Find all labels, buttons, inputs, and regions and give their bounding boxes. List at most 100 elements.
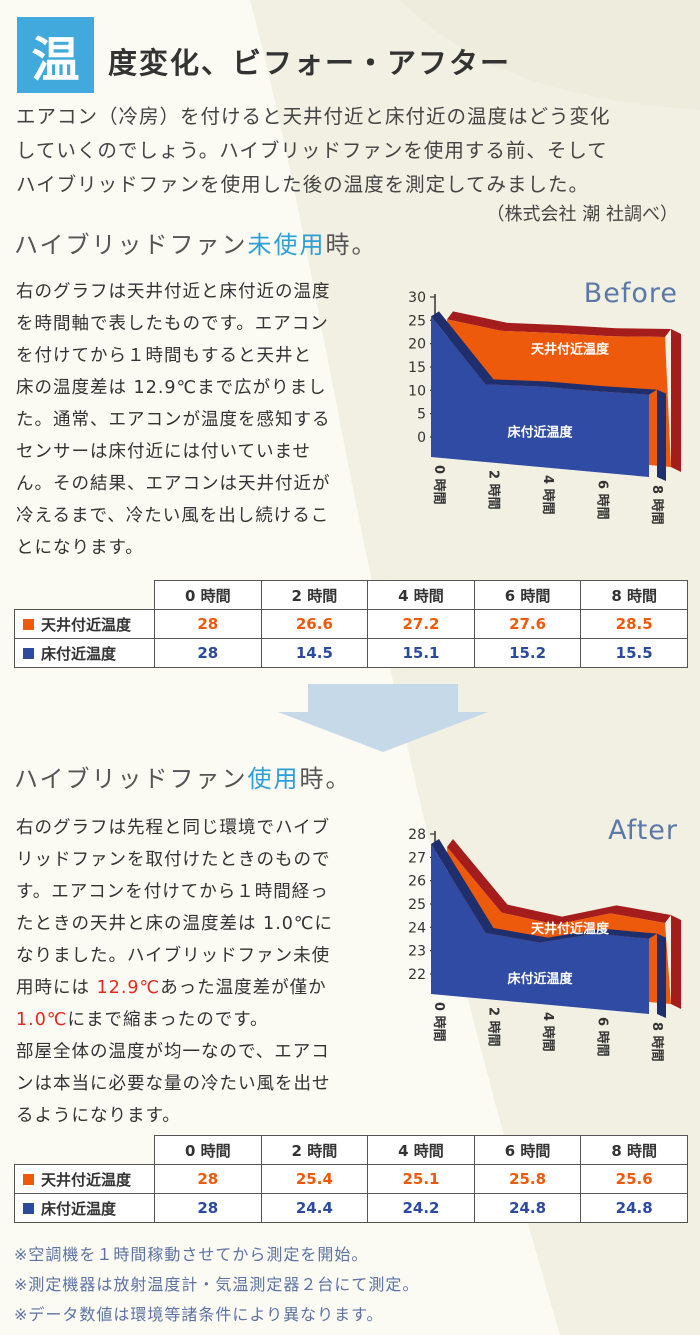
row-label-floor: 床付近温度 — [14, 1193, 155, 1223]
table-cell: 15.2 — [473, 638, 582, 668]
floor-series-end — [657, 389, 666, 481]
table-cell: 25.4 — [260, 1164, 369, 1194]
before-description: 右のグラフは天井付近と床付近の温度 を時間軸で表したものです。エアコン を付けて… — [16, 276, 376, 564]
table-header: 2 時間 — [260, 580, 369, 610]
after-chart: After 22 23 24 25 26 27 28 天井付近温度 床付近温度 0 時間 2 時間 4 … — [395, 809, 695, 1079]
intro-line: していくのでしょう。ハイブリッドファンを使用する前、そして — [16, 139, 608, 162]
table-header-row: 0 時間 2 時間 4 時間 6 時間 8 時間 — [15, 1135, 688, 1165]
table-header: 0 時間 — [154, 580, 262, 610]
x-tick-label: 8 時間 — [649, 485, 665, 525]
y-tick-label: 15 — [408, 360, 426, 376]
after-line: ンは本当に必要な量の冷たい風を出せ — [16, 1074, 331, 1094]
ceiling-series-top — [447, 839, 671, 925]
floor-series-end — [657, 933, 666, 1018]
floor-series-top — [431, 839, 657, 943]
table-header: 2 時間 — [260, 1135, 369, 1165]
before-chart: Before 0 5 10 15 20 25 30 天井付近温度 床付近温度 0 時間 2 時間 4 時… — [395, 272, 695, 542]
x-tick-label: 0 時間 — [431, 465, 447, 505]
table-header: 6 時間 — [473, 580, 582, 610]
footnote: ※測定機器は放射温度計・気温測定器２台にて測定。 — [14, 1275, 420, 1294]
before-line: 冷えるまで、冷たい風を出し続けるこ — [16, 506, 330, 526]
table-corner — [15, 1136, 155, 1165]
down-arrow-icon — [278, 684, 488, 752]
chart-title: Before — [584, 278, 678, 309]
y-tick-label: 28 — [408, 827, 426, 843]
y-tick-label: 24 — [408, 920, 426, 936]
y-tick-label: 25 — [408, 313, 426, 329]
floor-series-area — [431, 316, 649, 477]
y-tick-label: 5 — [417, 407, 426, 423]
y-tick-label: 0 — [417, 430, 426, 446]
ceiling-legend-square-icon — [23, 1173, 34, 1185]
table-cell: 28 — [154, 609, 262, 639]
after-line: たときの天井と床の温度差は 1.0℃に — [16, 914, 334, 934]
ceiling-series-end — [671, 329, 681, 472]
ceiling-series-label: 天井付近温度 — [531, 342, 610, 358]
table-cell: 24.8 — [473, 1193, 582, 1223]
row-label-ceiling: 天井付近温度 — [14, 609, 155, 639]
before-heading: ハイブリッドファン未使用時。 — [14, 225, 378, 260]
table-cell: 26.6 — [260, 609, 369, 639]
table-header: 4 時間 — [367, 1135, 475, 1165]
before-line: 右のグラフは天井付近と床付近の温度 — [16, 282, 331, 302]
after-line-text: あった温度差が僅か — [160, 978, 327, 998]
x-tick-label: 6 時間 — [595, 480, 611, 520]
ceiling-series-end — [671, 915, 681, 1009]
table-cell: 27.6 — [473, 609, 582, 639]
table-header: 6 時間 — [473, 1135, 582, 1165]
y-tick-label: 10 — [408, 383, 426, 399]
row-label-text: 天井付近温度 — [41, 615, 132, 634]
after-line-text: にまで縮まったのです。 — [67, 1010, 269, 1030]
x-tick-label: 0 時間 — [431, 1002, 447, 1042]
row-label-floor: 床付近温度 — [14, 638, 155, 668]
after-heading: ハイブリッドファン使用時。 — [14, 759, 352, 794]
after-description: 右のグラフは先程と同じ環境でハイブ リッドファンを取付けたときのもので す。エア… — [16, 812, 376, 1132]
table-cell: 25.8 — [473, 1164, 582, 1194]
footnotes: ※空調機を１時間稼動させてから測定を開始。 ※測定機器は放射温度計・気温測定器２… — [14, 1240, 419, 1330]
after-line: るようになります。 — [16, 1106, 181, 1126]
after-line: す。エアコンを付けてから１時間経っ — [16, 882, 329, 902]
survey-credit: （株式会社 潮 社調べ） — [486, 204, 678, 225]
y-tick-label: 22 — [408, 967, 426, 983]
footnote: ※空調機を１時間稼動させてから測定を開始。 — [14, 1245, 369, 1264]
after-line: なりました。ハイブリッドファン未使 — [16, 946, 331, 966]
after-line: 部屋全体の温度が均一なので、エアコ — [16, 1042, 330, 1062]
footnote: ※データ数値は環境等諸条件により異なります。 — [14, 1305, 384, 1324]
before-line: を時間軸で表したものです。エアコン — [16, 314, 329, 334]
table-cell: 14.5 — [260, 638, 369, 668]
table-cell: 15.1 — [367, 638, 475, 668]
y-tick-label: 26 — [408, 874, 426, 890]
before-heading-post: 時。 — [325, 231, 378, 259]
y-tick-label: 23 — [408, 944, 426, 960]
floor-series-label: 床付近温度 — [507, 424, 573, 440]
table-row: 床付近温度 28 24.4 24.2 24.8 24.8 — [14, 1193, 688, 1223]
chart-title: After — [608, 815, 678, 846]
table-cell: 27.2 — [367, 609, 475, 639]
before-line: ん。その結果、エアコンは天井付近が — [16, 474, 331, 494]
y-tick-label: 20 — [408, 337, 426, 353]
after-line: 右のグラフは先程と同じ環境でハイブ — [16, 818, 331, 838]
x-tick-label: 4 時間 — [540, 475, 556, 515]
after-line-text: 用時には — [16, 978, 97, 998]
table-cell: 24.4 — [260, 1193, 369, 1223]
y-tick-label: 25 — [408, 897, 426, 913]
after-heading-highlight: 使用 — [247, 765, 300, 793]
table-cell: 28 — [154, 1164, 262, 1194]
after-table: 0 時間 2 時間 4 時間 6 時間 8 時間 天井付近温度 28 25.4 … — [14, 1135, 688, 1223]
table-cell: 25.6 — [580, 1164, 688, 1194]
y-tick-label: 27 — [408, 850, 426, 866]
table-row: 天井付近温度 28 25.4 25.1 25.8 25.6 — [14, 1164, 688, 1194]
y-tick-label: 30 — [408, 290, 426, 306]
before-line: た。通常、エアコンが温度を感知する — [16, 410, 331, 430]
table-cell: 24.8 — [580, 1193, 688, 1223]
intro-line: エアコン（冷房）を付けると天井付近と床付近の温度はどう変化 — [16, 105, 611, 128]
before-line: 床の温度差は 12.9℃まで広がりまし — [16, 378, 327, 398]
before-line: を付けてから１時間もすると天井と — [16, 346, 312, 366]
intro-text: エアコン（冷房）を付けると天井付近と床付近の温度はどう変化 していくのでしょう。… — [16, 100, 691, 202]
after-line: 1.0℃にまで縮まったのです。 — [16, 1004, 376, 1036]
before-line: センサーは床付近には付いていませ — [16, 442, 311, 462]
table-row: 天井付近温度 28 26.6 27.2 27.6 28.5 — [14, 609, 688, 639]
table-header: 8 時間 — [580, 580, 688, 610]
